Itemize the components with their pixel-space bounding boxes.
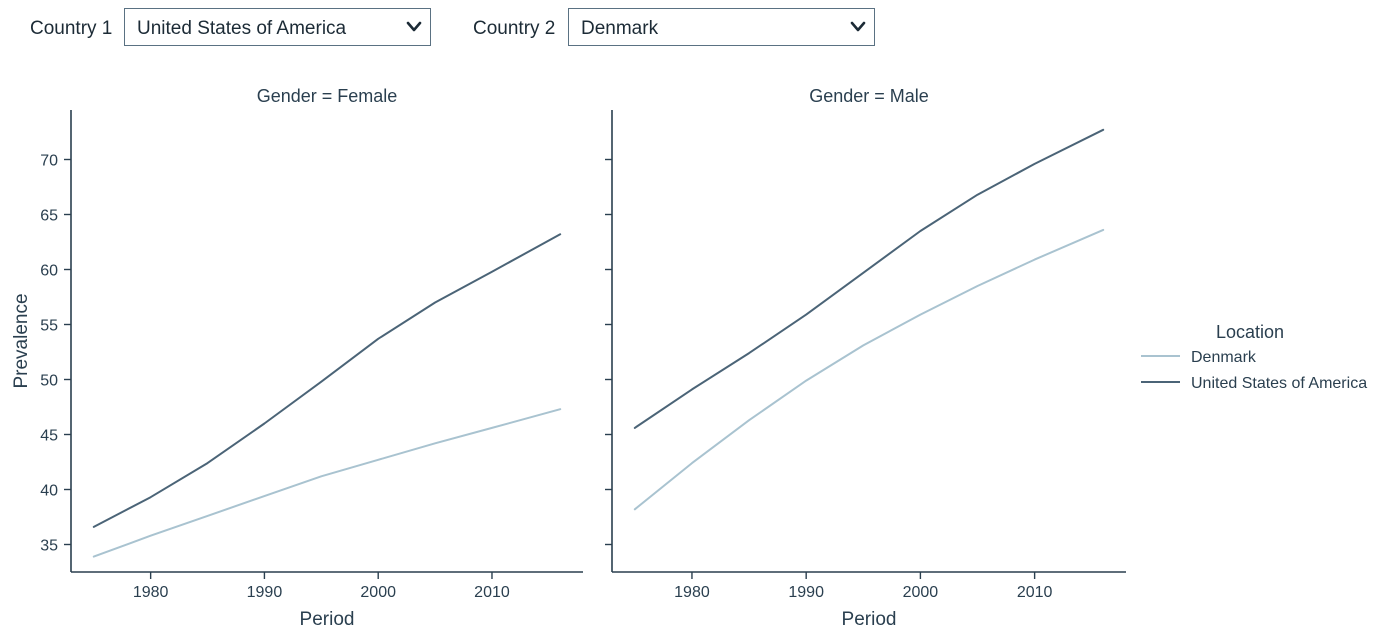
country1-label: Country 1 [30, 18, 113, 39]
panel-1-x-tick-label: 2010 [474, 584, 510, 601]
panel-1-y-tick-label: 40 [40, 483, 58, 500]
panel-2-x-label: Period [842, 609, 897, 630]
legend-label-united-states-of-america: United States of America [1191, 375, 1367, 392]
panel-2-series-united-states-of-america [633, 128, 1105, 429]
country1-select-value: United States of America [137, 18, 347, 39]
panel-2-title: Gender = Male [809, 86, 929, 106]
chevron-down-icon [406, 21, 422, 32]
legend-label-denmark: Denmark [1191, 349, 1257, 366]
country2-select-value: Denmark [581, 18, 659, 39]
panel-1-y-tick-label: 65 [40, 208, 58, 225]
panel-1-series-united-states-of-america [92, 233, 562, 528]
panel-1-x-tick-label: 1980 [133, 584, 169, 601]
controls-bar: Country 1 United States of America Count… [0, 0, 1400, 60]
panel-1-y-tick-label: 35 [40, 538, 58, 555]
country2-label: Country 2 [473, 18, 556, 39]
panel-1-y-tick-label: 60 [40, 263, 58, 280]
panel-1-x-label: Period [300, 609, 355, 630]
panel-1-y-tick-label: 50 [40, 373, 58, 390]
panel-1-y-tick-label: 45 [40, 428, 58, 445]
panel-2-x-tick-label: 1990 [788, 584, 824, 601]
panel-2-x-tick-label: 1980 [674, 584, 710, 601]
panel-1-title: Gender = Female [257, 86, 398, 106]
panel-1-y-tick-label: 55 [40, 318, 58, 335]
legend-title: Location [1216, 322, 1284, 342]
panel-1-x-tick-label: 2000 [360, 584, 396, 601]
panel-2-x-tick-label: 2000 [903, 584, 939, 601]
panel-1-y-tick-label: 70 [40, 153, 58, 170]
panel-2-series-denmark [633, 228, 1105, 511]
panel-1-x-tick-label: 1990 [247, 584, 283, 601]
panel-1-y-label: Prevalence [11, 293, 32, 388]
panel-1-series-denmark [92, 408, 562, 558]
country1-select[interactable]: United States of America [124, 8, 431, 46]
chevron-down-icon [850, 21, 866, 32]
country2-select[interactable]: Denmark [568, 8, 875, 46]
panel-2-x-tick-label: 2010 [1017, 584, 1053, 601]
